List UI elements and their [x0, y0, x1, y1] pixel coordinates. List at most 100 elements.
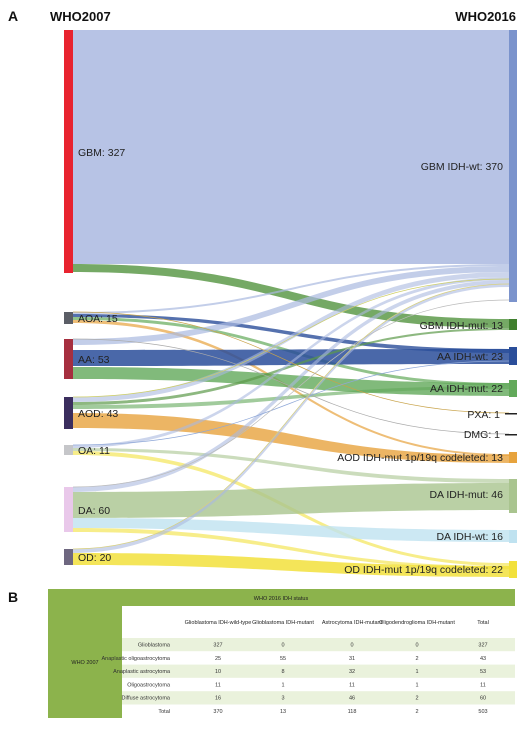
flow-16 [73, 280, 509, 492]
table-row-name: Anaplastic astrocytoma [113, 669, 171, 675]
table-cell: 327 [213, 643, 222, 649]
label-aod: AOD: 43 [78, 408, 118, 420]
node-pxa [505, 413, 517, 415]
table-row-name: Diffuse astrocytoma [121, 696, 170, 702]
table-cell: 11 [349, 682, 355, 688]
node-oa [64, 445, 73, 455]
label-dmg: DMG: 1 [464, 429, 500, 441]
table-side-header-bar [48, 606, 122, 718]
flow-thin-3 [72, 360, 510, 446]
label-gbm: GBM: 327 [78, 147, 125, 159]
table-column-header: Total [477, 620, 489, 626]
label-da-wt: DA IDH-wt: 16 [436, 531, 503, 543]
flow-thin-1 [72, 338, 510, 435]
table-side-header: WHO 2007 [71, 660, 98, 666]
flow-2 [73, 264, 509, 314]
label-aa: AA: 53 [78, 354, 110, 366]
table-cell: 11 [480, 682, 486, 688]
table-cell: 0 [350, 643, 353, 649]
flow-14 [73, 448, 509, 483]
table-cell: 2 [415, 709, 418, 715]
table-cell: 2 [415, 656, 418, 662]
table-row [122, 664, 515, 678]
node-aa-mut [509, 380, 517, 397]
table-cell: 25 [215, 656, 221, 662]
flow-thin-2 [72, 278, 510, 398]
table-row [122, 691, 515, 705]
table-cell: 11 [215, 682, 221, 688]
left-header: WHO2007 [50, 9, 111, 24]
label-da: DA: 60 [78, 505, 110, 517]
flow-17 [73, 483, 509, 518]
node-da [64, 487, 73, 532]
table-top-header: WHO 2016 IDH status [254, 596, 309, 602]
node-aod-codel [509, 452, 517, 463]
table-cell: 53 [480, 669, 486, 675]
table-cell: 0 [281, 643, 284, 649]
flows [72, 30, 510, 577]
label-gbm-mut: GBM IDH-mut: 13 [420, 320, 504, 332]
table-row-name: Oligoastrocytoma [127, 682, 171, 688]
table-column-header-row [122, 606, 515, 638]
table-cell: 1 [281, 682, 284, 688]
flow-10 [73, 328, 509, 405]
label-pxa: PXA: 1 [467, 409, 500, 421]
node-aa-wt [509, 347, 517, 365]
flow-6 [73, 266, 509, 345]
node-aa [64, 339, 73, 379]
node-gbm [64, 30, 73, 273]
node-aod [64, 397, 73, 429]
table-row-name: Total [158, 709, 170, 715]
table-cell: 3 [281, 696, 284, 702]
table-cell: 503 [478, 709, 487, 715]
table-top-header-bar [48, 589, 515, 606]
flow-thin-5 [72, 283, 510, 550]
table-column-header: Glioblastoma IDH-wild-type [185, 620, 252, 626]
table-cell: 55 [280, 656, 286, 662]
node-gbm-mut [509, 319, 517, 330]
node-da-mut [509, 479, 517, 513]
table-row-name: Anaplastic oligoastrocytoma [102, 656, 171, 662]
table-cell: 46 [349, 696, 355, 702]
label-od-codel: OD IDH-mut 1p/19q codeleted: 22 [344, 564, 503, 576]
table-cell: 0 [415, 643, 418, 649]
node-aoa [64, 312, 73, 324]
node-od [64, 549, 73, 565]
panel-b-letter: B [8, 589, 18, 605]
right-nodes [505, 30, 517, 578]
node-dmg [505, 434, 517, 436]
table-cell: 13 [280, 709, 286, 715]
table-row-name: Glioblastoma [138, 643, 171, 649]
table-column-header: Oligodendroglioma IDH-mutant [379, 620, 455, 626]
node-gbm-wt [509, 30, 517, 302]
flow-9 [73, 272, 509, 402]
table-cell: 32 [349, 669, 355, 675]
table-cell: 327 [478, 643, 487, 649]
left-nodes [64, 30, 73, 565]
flow-19 [73, 528, 509, 569]
node-da-wt [509, 530, 517, 543]
flow-7 [73, 349, 509, 366]
flow-11 [73, 386, 509, 409]
label-aa-mut: AA IDH-mut: 22 [430, 383, 503, 395]
table-column-header: Astrocytoma IDH-mutant [322, 620, 383, 626]
right-header: WHO2016 [455, 9, 516, 24]
table-cell: 1 [415, 682, 418, 688]
flow-12 [73, 413, 509, 463]
node-od-codel [509, 561, 517, 578]
table-cell: 43 [480, 656, 486, 662]
table-cell: 31 [349, 656, 355, 662]
flow-thin-0 [72, 311, 510, 414]
table-cell: 118 [348, 709, 357, 715]
label-aoa: AOA: 15 [78, 313, 118, 325]
table-cell: 60 [480, 696, 486, 702]
table-body: Glioblastoma IDH-wild-type Glioblastoma I… [102, 606, 515, 718]
flow-20 [73, 284, 509, 553]
flow-0 [73, 30, 509, 264]
label-aa-wt: AA IDH-wt: 23 [437, 351, 503, 363]
table-row [122, 704, 515, 718]
table-cell: 8 [281, 669, 284, 675]
table-cell: 1 [415, 669, 418, 675]
table-cell: 10 [215, 669, 221, 675]
